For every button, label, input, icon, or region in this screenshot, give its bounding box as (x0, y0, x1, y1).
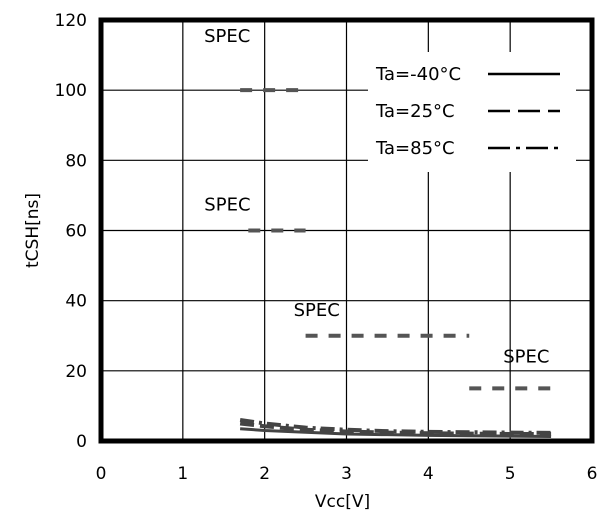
legend-label: Ta=-40°C (375, 64, 461, 85)
x-tick-label: 5 (505, 464, 516, 484)
spec-label: SPEC (294, 300, 340, 321)
x-tick-label: 2 (259, 464, 270, 484)
legend: Ta=-40°C Ta=25°C Ta=85°C (368, 52, 576, 172)
y-tick-label: 120 (55, 11, 87, 31)
spec-label: SPEC (503, 346, 549, 367)
y-tick-label: 60 (65, 222, 87, 242)
y-tick-label: 100 (55, 81, 87, 101)
x-tick-label: 3 (341, 464, 352, 484)
legend-label: Ta=85°C (375, 138, 455, 159)
x-axis-label: Vcc[V] (315, 492, 370, 512)
x-tick-label: 4 (423, 464, 434, 484)
y-tick-label: 80 (65, 151, 87, 171)
y-tick-label: 40 (65, 292, 87, 312)
spec-label: SPEC (204, 26, 250, 47)
y-axis-label: tCSH[ns] (23, 193, 43, 268)
y-tick-label: 0 (76, 432, 87, 452)
spec-label: SPEC (204, 195, 250, 216)
x-tick-label: 1 (177, 464, 188, 484)
x-tick-label: 6 (587, 464, 598, 484)
x-tick-label: 0 (96, 464, 107, 484)
legend-label: Ta=25°C (375, 101, 455, 122)
y-tick-label: 20 (65, 362, 87, 382)
